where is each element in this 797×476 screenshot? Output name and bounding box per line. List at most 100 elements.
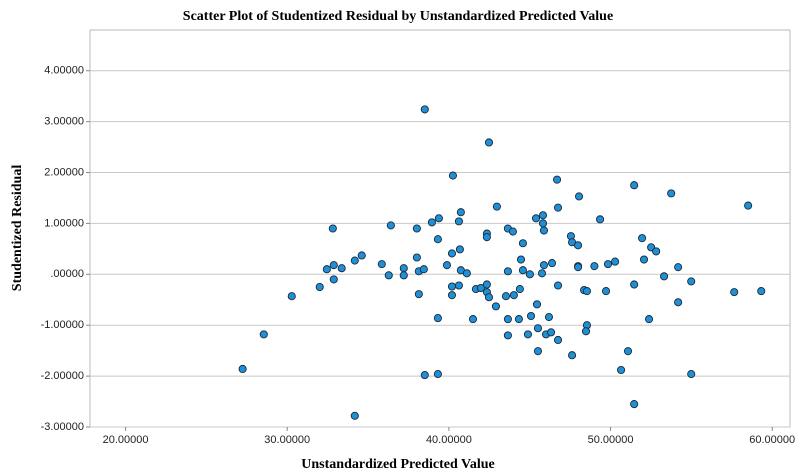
point xyxy=(462,269,471,278)
point xyxy=(454,281,463,290)
point xyxy=(538,211,548,220)
x-tick-label: 50.00000 xyxy=(588,434,634,446)
point xyxy=(420,371,429,380)
point xyxy=(434,214,443,223)
point xyxy=(399,271,408,280)
point xyxy=(547,259,557,268)
point xyxy=(581,327,591,336)
point xyxy=(531,214,541,223)
point xyxy=(386,221,395,230)
point xyxy=(447,291,457,300)
point xyxy=(582,287,592,296)
plot-frame xyxy=(89,29,791,428)
point xyxy=(644,315,654,324)
point xyxy=(259,330,268,339)
point xyxy=(552,175,562,184)
y-tick-label: 1.00000 xyxy=(44,217,84,229)
point xyxy=(448,171,457,180)
point xyxy=(744,201,753,210)
x-tick-label: 60.00000 xyxy=(749,434,795,446)
point xyxy=(238,364,247,374)
point xyxy=(660,272,669,281)
y-tick-label: 3.00000 xyxy=(44,116,84,128)
point xyxy=(617,365,626,375)
point xyxy=(515,285,524,294)
point xyxy=(526,311,536,321)
point xyxy=(574,241,583,250)
point xyxy=(433,314,442,323)
point xyxy=(539,261,548,270)
point xyxy=(525,270,534,279)
point xyxy=(420,105,429,114)
point xyxy=(630,400,639,409)
y-tick-label: 4.00000 xyxy=(44,65,84,77)
point xyxy=(687,277,696,286)
point xyxy=(514,315,523,324)
point xyxy=(568,351,577,360)
point xyxy=(547,328,556,337)
point xyxy=(544,313,554,322)
point xyxy=(329,275,338,284)
point xyxy=(638,234,647,243)
point xyxy=(492,202,501,211)
point xyxy=(630,181,639,190)
point xyxy=(482,233,491,242)
point xyxy=(533,324,543,333)
point xyxy=(377,260,386,269)
point xyxy=(350,256,359,265)
point xyxy=(503,315,512,324)
point xyxy=(476,283,485,293)
point xyxy=(414,290,423,299)
point xyxy=(509,291,518,300)
point xyxy=(433,235,442,244)
point xyxy=(447,249,457,258)
point xyxy=(508,227,517,236)
point xyxy=(730,288,739,297)
point xyxy=(590,262,599,271)
point xyxy=(350,411,359,420)
point xyxy=(503,331,512,340)
y-tick-label: 2.00000 xyxy=(44,166,84,178)
point xyxy=(501,292,511,301)
point xyxy=(538,219,548,228)
point xyxy=(523,330,532,339)
point xyxy=(532,300,542,309)
point xyxy=(674,298,683,307)
point xyxy=(553,203,563,212)
point xyxy=(516,255,526,264)
y-tick-label: -1.00000 xyxy=(41,319,84,331)
point xyxy=(553,335,563,345)
point xyxy=(518,266,527,275)
point xyxy=(503,267,512,276)
y-tick-label: -2.00000 xyxy=(41,370,84,382)
point xyxy=(484,138,494,147)
point xyxy=(603,260,613,269)
point xyxy=(491,302,500,311)
point xyxy=(357,251,366,260)
point xyxy=(674,263,683,272)
point xyxy=(337,264,346,273)
point xyxy=(384,271,393,280)
point xyxy=(412,224,421,233)
point xyxy=(329,261,338,270)
point xyxy=(533,347,543,356)
point xyxy=(484,293,494,302)
y-tick-label: .00000 xyxy=(50,268,84,280)
y-tick-label: -3.00000 xyxy=(41,421,84,433)
point xyxy=(601,287,611,296)
point xyxy=(687,370,696,379)
point xyxy=(630,280,639,289)
point xyxy=(757,287,766,296)
point xyxy=(287,292,296,301)
point xyxy=(419,265,428,274)
point xyxy=(399,264,408,273)
point xyxy=(574,192,584,201)
point xyxy=(315,282,324,292)
point xyxy=(667,189,676,198)
point xyxy=(539,226,548,235)
point xyxy=(639,255,649,264)
point xyxy=(652,247,661,256)
point xyxy=(322,265,331,274)
chart-title: Scatter Plot of Studentized Residual by … xyxy=(183,9,613,24)
